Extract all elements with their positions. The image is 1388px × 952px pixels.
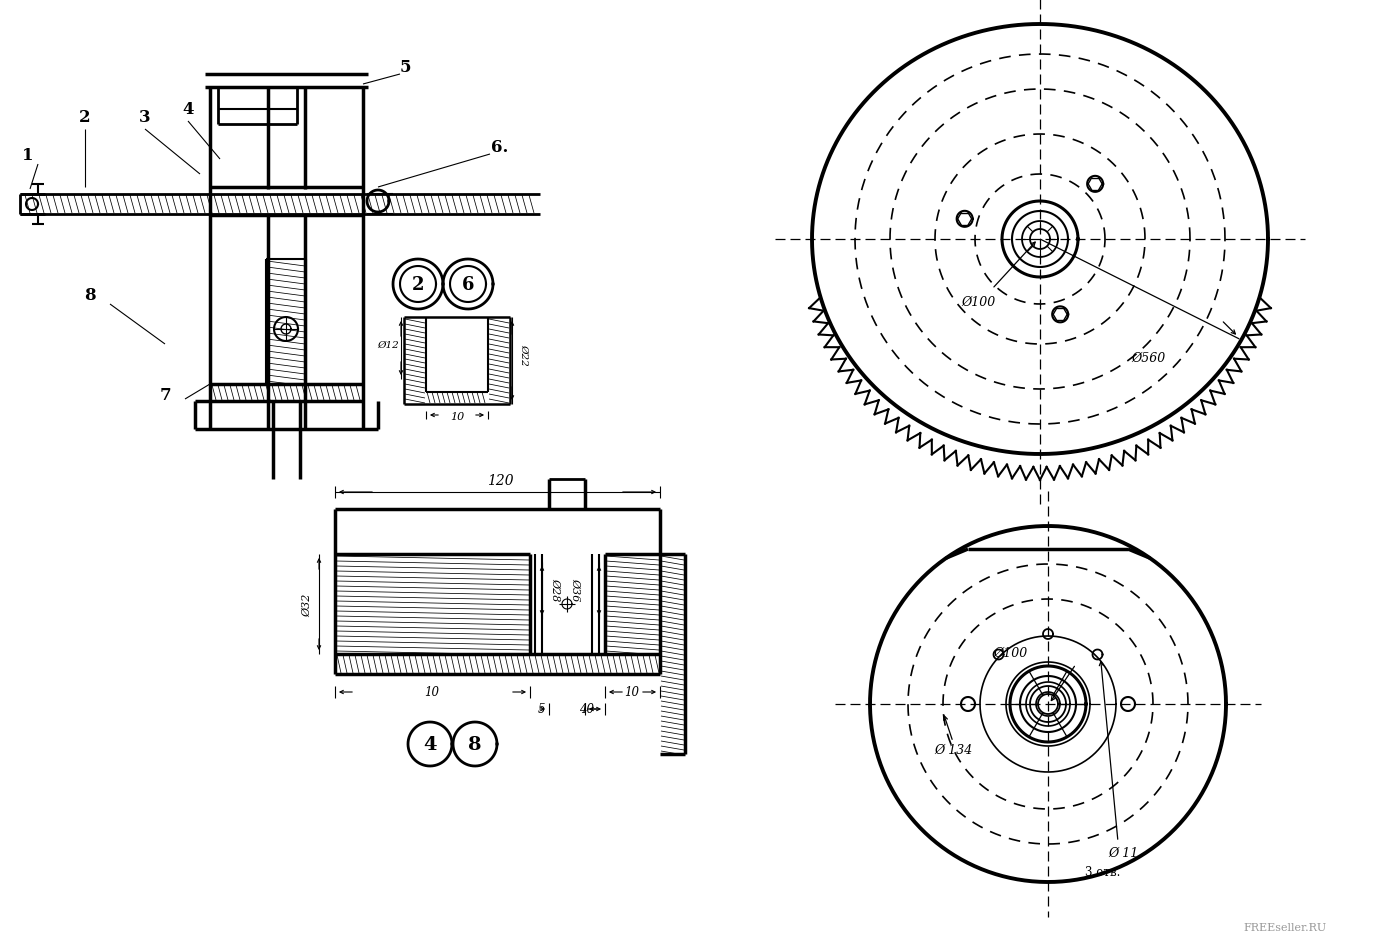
Text: Ø32: Ø32 [303, 593, 312, 616]
Text: 10: 10 [425, 685, 440, 699]
Text: Ø28: Ø28 [550, 578, 559, 601]
Text: 120: 120 [487, 473, 514, 487]
Text: 6.: 6. [491, 139, 508, 156]
Text: 1: 1 [22, 147, 33, 164]
Text: 6: 6 [462, 276, 475, 293]
Text: 2: 2 [79, 109, 90, 127]
Text: 5: 5 [400, 59, 411, 76]
Text: 8: 8 [85, 287, 96, 303]
Text: 2: 2 [412, 276, 425, 293]
Text: 4: 4 [182, 102, 194, 118]
Text: 40: 40 [580, 703, 594, 716]
Text: 4: 4 [423, 735, 437, 753]
Text: Ø100: Ø100 [960, 295, 995, 308]
Text: 10: 10 [450, 411, 464, 422]
Text: 10: 10 [625, 685, 640, 699]
Text: Ø36: Ø36 [570, 578, 580, 601]
Text: Ø12: Ø12 [378, 340, 398, 349]
Text: Ø560: Ø560 [1131, 351, 1165, 364]
Text: Ø22: Ø22 [519, 344, 529, 366]
Text: Ø 11: Ø 11 [1108, 845, 1138, 859]
Text: 8: 8 [468, 735, 482, 753]
Text: 5: 5 [537, 703, 544, 716]
Text: 3: 3 [139, 109, 151, 127]
Text: Ø100: Ø100 [992, 645, 1027, 659]
Text: FREEseller.RU: FREEseller.RU [1244, 922, 1327, 932]
Text: Ø 134: Ø 134 [934, 743, 972, 756]
Text: 7: 7 [160, 387, 171, 403]
Text: 3 отв.: 3 отв. [1085, 865, 1120, 879]
